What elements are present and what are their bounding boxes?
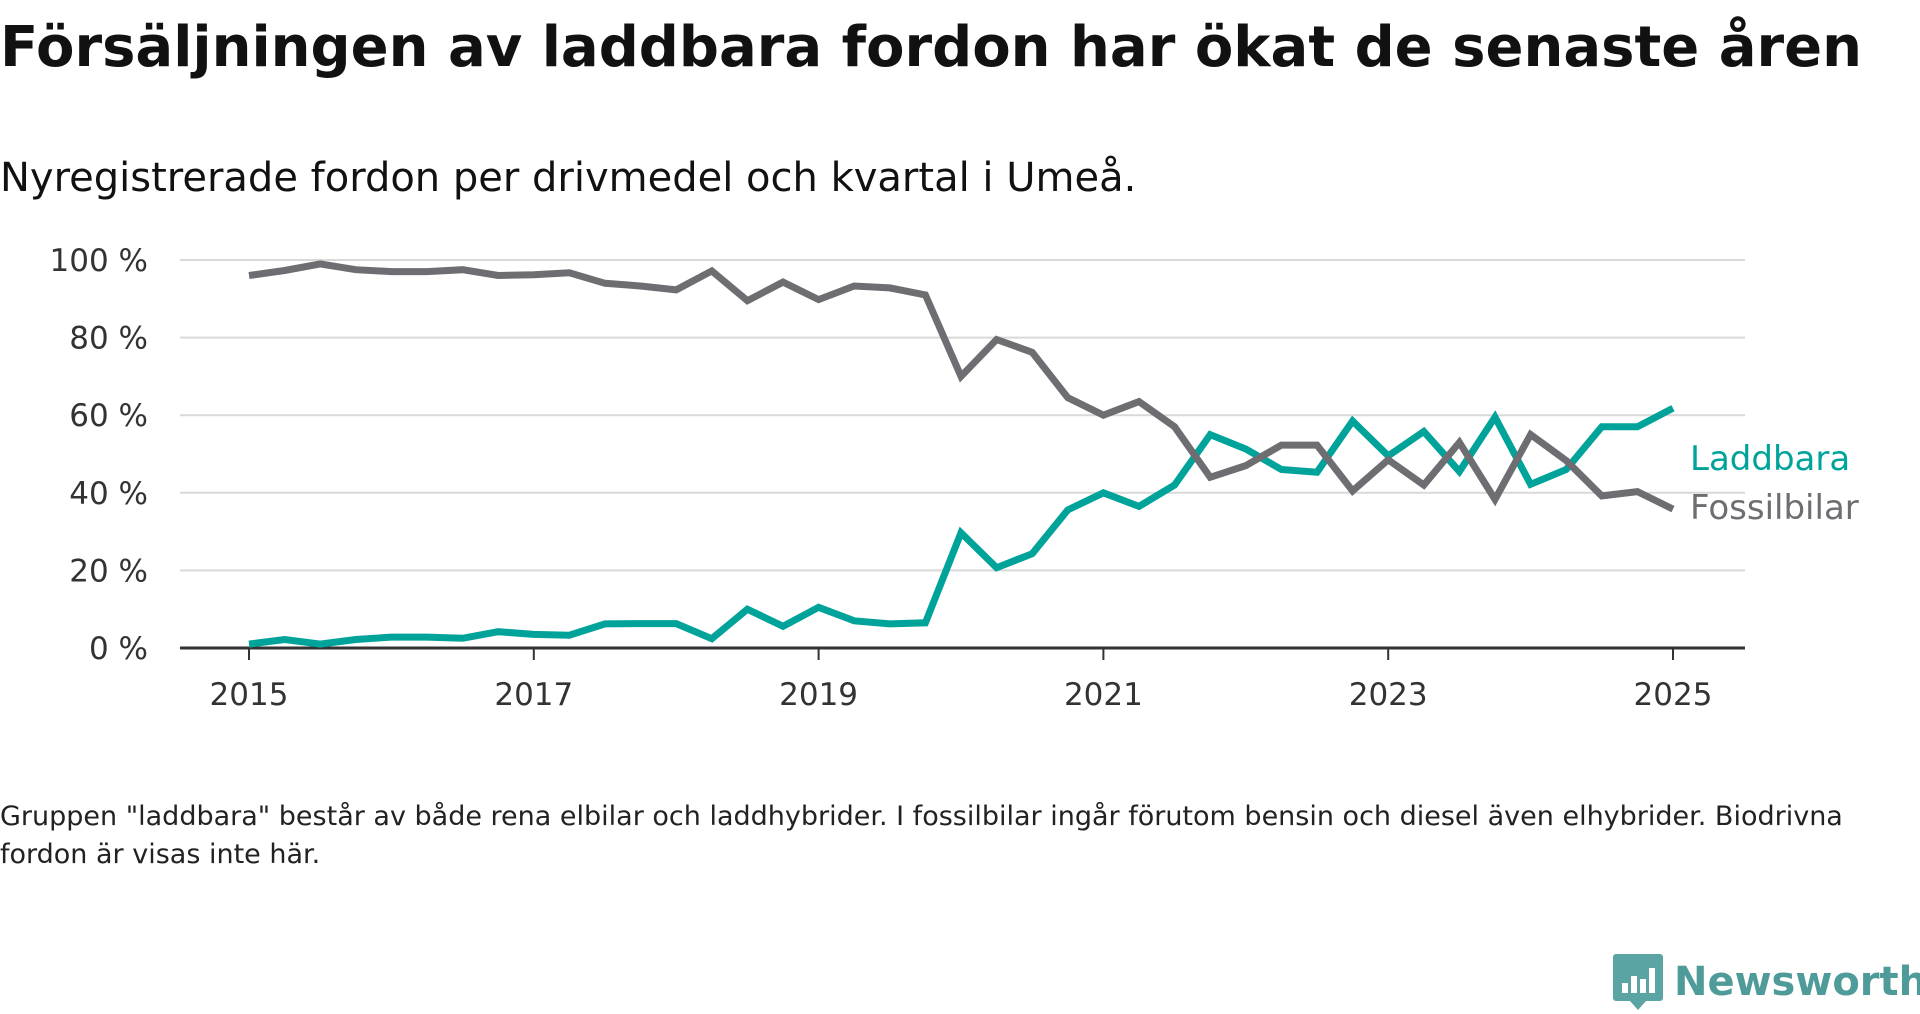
chart-footnote: Gruppen "laddbara" består av både rena e… (0, 801, 1843, 870)
line-chart: 0 % 20 % 40 % 60 % 80 % 100 % 2015 2017 2019 202… (50, 243, 1859, 713)
y-tick-label: 20 % (69, 553, 148, 589)
y-tick-label: 0 % (89, 631, 148, 667)
y-tick-label: 40 % (69, 476, 148, 512)
y-axis-ticks: 0 % 20 % 40 % 60 % 80 % 100 % (50, 243, 148, 667)
series-line-laddbara (248, 405, 1675, 648)
gridlines (180, 259, 1745, 572)
x-axis-ticks: 2015 2017 2019 2021 2023 2025 (180, 646, 1745, 713)
x-tick-label: 2025 (1634, 677, 1713, 713)
series-lines (248, 260, 1675, 648)
brand-logo: Newsworthy (1612, 950, 1920, 1014)
y-tick-label: 60 % (69, 398, 148, 434)
x-tick-label: 2023 (1349, 677, 1428, 713)
brand-name: Newsworthy (1674, 959, 1920, 1005)
series-label-laddbara: Laddbara (1690, 439, 1850, 479)
chart-title: Försäljningen av laddbara fordon har öka… (0, 15, 1862, 80)
y-tick-label: 80 % (69, 321, 148, 357)
newsworthy-logo-icon (1613, 954, 1663, 1010)
x-tick-label: 2019 (779, 677, 858, 713)
y-tick-label: 100 % (50, 243, 148, 279)
x-tick-label: 2015 (210, 677, 289, 713)
series-label-fossilbilar: Fossilbilar (1690, 488, 1859, 528)
series-labels: Laddbara Fossilbilar (1690, 439, 1859, 528)
series-line-fossilbilar (248, 260, 1675, 513)
x-tick-label: 2021 (1064, 677, 1143, 713)
x-tick-label: 2017 (494, 677, 573, 713)
chart-subtitle: Nyregistrerade fordon per drivmedel och … (0, 155, 1137, 201)
